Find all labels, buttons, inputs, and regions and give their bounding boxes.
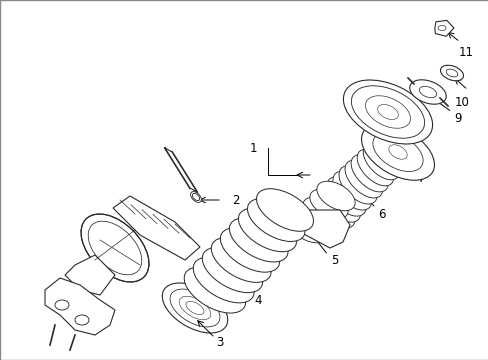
- Text: 7: 7: [417, 171, 425, 185]
- Ellipse shape: [211, 238, 271, 282]
- Ellipse shape: [332, 171, 371, 210]
- Ellipse shape: [368, 138, 404, 174]
- Ellipse shape: [302, 197, 341, 227]
- Text: 2: 2: [231, 194, 239, 207]
- Ellipse shape: [314, 188, 355, 228]
- Ellipse shape: [345, 160, 382, 198]
- Ellipse shape: [316, 181, 354, 211]
- Ellipse shape: [192, 193, 199, 201]
- Polygon shape: [164, 148, 197, 192]
- Polygon shape: [286, 210, 349, 248]
- Text: 3: 3: [216, 336, 223, 348]
- Ellipse shape: [55, 300, 69, 310]
- Ellipse shape: [202, 247, 262, 293]
- Ellipse shape: [295, 205, 333, 235]
- Ellipse shape: [162, 283, 227, 333]
- Ellipse shape: [363, 144, 398, 180]
- Text: 9: 9: [453, 112, 461, 125]
- Ellipse shape: [343, 80, 432, 144]
- Ellipse shape: [193, 257, 254, 303]
- Ellipse shape: [320, 182, 360, 222]
- Polygon shape: [65, 255, 115, 295]
- Ellipse shape: [440, 65, 463, 81]
- Ellipse shape: [338, 166, 376, 204]
- Text: 11: 11: [458, 45, 472, 59]
- Ellipse shape: [326, 177, 366, 216]
- Ellipse shape: [356, 149, 393, 186]
- Polygon shape: [113, 196, 200, 260]
- Polygon shape: [434, 21, 453, 36]
- Ellipse shape: [288, 213, 326, 243]
- Ellipse shape: [238, 208, 296, 252]
- Ellipse shape: [184, 267, 245, 313]
- Text: 1: 1: [249, 141, 256, 154]
- Ellipse shape: [190, 192, 201, 202]
- Ellipse shape: [81, 214, 149, 282]
- Ellipse shape: [220, 228, 279, 272]
- Ellipse shape: [350, 155, 387, 192]
- Ellipse shape: [229, 218, 287, 262]
- Ellipse shape: [75, 315, 89, 325]
- Text: 4: 4: [254, 293, 261, 306]
- Text: 8: 8: [413, 131, 421, 144]
- Ellipse shape: [247, 198, 305, 242]
- Ellipse shape: [361, 124, 434, 180]
- Text: 6: 6: [378, 207, 385, 220]
- Ellipse shape: [309, 189, 347, 219]
- Polygon shape: [45, 278, 115, 335]
- Text: 10: 10: [454, 95, 468, 108]
- Ellipse shape: [409, 80, 446, 104]
- Polygon shape: [164, 148, 197, 192]
- Text: 5: 5: [331, 253, 338, 266]
- Ellipse shape: [256, 189, 313, 231]
